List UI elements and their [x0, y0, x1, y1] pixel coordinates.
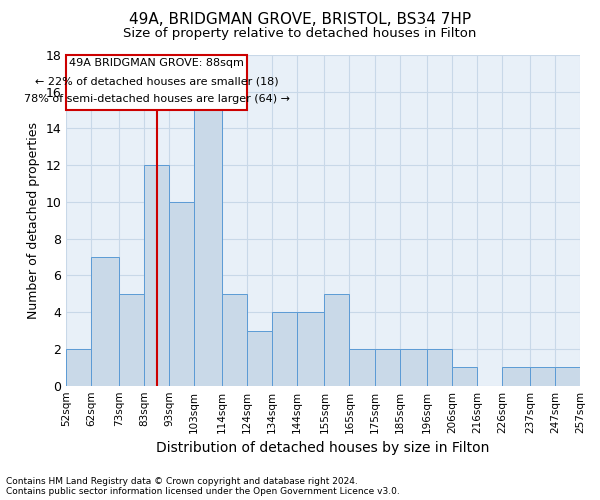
Y-axis label: Number of detached properties: Number of detached properties: [27, 122, 40, 319]
Bar: [67, 55, 247, 110]
Text: Contains HM Land Registry data © Crown copyright and database right 2024.: Contains HM Land Registry data © Crown c…: [6, 477, 358, 486]
Text: Contains public sector information licensed under the Open Government Licence v3: Contains public sector information licen…: [6, 487, 400, 496]
Text: ← 22% of detached houses are smaller (18): ← 22% of detached houses are smaller (18…: [35, 76, 278, 86]
Bar: [349, 349, 374, 386]
Bar: [169, 202, 194, 386]
Bar: [452, 368, 477, 386]
Bar: [555, 368, 580, 386]
Bar: [502, 368, 530, 386]
Bar: [67, 349, 91, 386]
Bar: [400, 349, 427, 386]
Bar: [297, 312, 325, 386]
Bar: [119, 294, 144, 386]
Bar: [374, 349, 400, 386]
Text: Size of property relative to detached houses in Filton: Size of property relative to detached ho…: [124, 28, 476, 40]
Bar: [91, 257, 119, 386]
X-axis label: Distribution of detached houses by size in Filton: Distribution of detached houses by size …: [157, 441, 490, 455]
Bar: [144, 165, 169, 386]
Bar: [427, 349, 452, 386]
Bar: [247, 330, 272, 386]
Text: 78% of semi-detached houses are larger (64) →: 78% of semi-detached houses are larger (…: [23, 94, 290, 104]
Bar: [325, 294, 349, 386]
Bar: [530, 368, 555, 386]
Bar: [221, 294, 247, 386]
Bar: [194, 110, 221, 386]
Text: 49A BRIDGMAN GROVE: 88sqm: 49A BRIDGMAN GROVE: 88sqm: [69, 58, 244, 68]
Text: 49A, BRIDGMAN GROVE, BRISTOL, BS34 7HP: 49A, BRIDGMAN GROVE, BRISTOL, BS34 7HP: [129, 12, 471, 28]
Bar: [272, 312, 297, 386]
